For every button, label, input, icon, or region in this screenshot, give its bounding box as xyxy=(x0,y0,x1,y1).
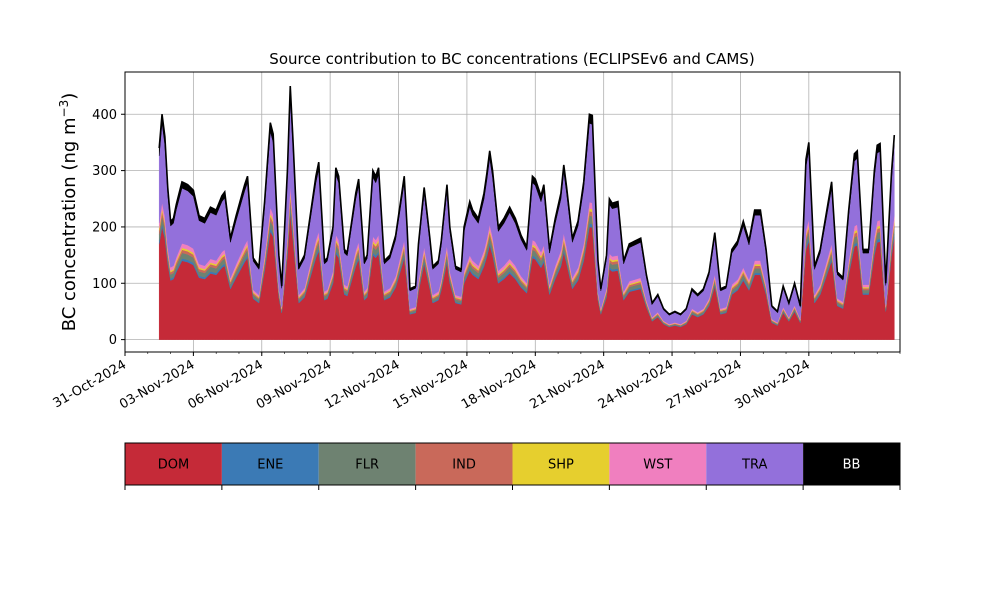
x-tick-label: 09-Nov-2024 xyxy=(254,357,334,412)
legend-swatch-dom xyxy=(125,443,222,485)
legend-swatch-wst xyxy=(609,443,707,485)
y-axis-label-exponent: −3 xyxy=(57,100,71,118)
x-tick-label: 12-Nov-2024 xyxy=(322,357,402,412)
y-tick-label: 0 xyxy=(109,333,117,348)
y-axis-label-main: BC concentration (ng m xyxy=(59,117,80,331)
x-tick-label: 30-Nov-2024 xyxy=(733,357,813,412)
y-tick-label: 200 xyxy=(92,220,117,235)
legend-label-tra: TRA xyxy=(741,458,767,473)
x-tick-label: 18-Nov-2024 xyxy=(459,357,539,412)
x-tick-label: 03-Nov-2024 xyxy=(117,357,197,412)
x-tick-label: 21-Nov-2024 xyxy=(527,357,607,412)
x-tick-label: 27-Nov-2024 xyxy=(664,357,744,412)
y-tick-label: 100 xyxy=(92,277,117,292)
x-tick-label: 31-Oct-2024 xyxy=(51,357,129,411)
legend-swatch-bb xyxy=(803,443,900,485)
legend-label-shp: SHP xyxy=(548,458,574,473)
x-tick-label: 15-Nov-2024 xyxy=(391,357,471,412)
legend-swatch-ene xyxy=(221,443,319,485)
legend-label-bb: BB xyxy=(843,458,861,473)
legend-label-ene: ENE xyxy=(257,458,283,473)
legend-swatch-shp xyxy=(512,443,610,485)
legend-label-dom: DOM xyxy=(158,458,189,473)
chart-title: Source contribution to BC concentrations… xyxy=(269,50,754,68)
x-tick-label: 06-Nov-2024 xyxy=(185,357,265,412)
legend-label-flr: FLR xyxy=(355,458,379,473)
y-tick-label: 400 xyxy=(92,108,117,123)
legend-swatch-tra xyxy=(706,443,804,485)
x-tick-label: 24-Nov-2024 xyxy=(596,357,676,412)
y-axis-label-close: ) xyxy=(59,93,80,100)
total-outline xyxy=(158,86,896,316)
legend-swatch-flr xyxy=(318,443,416,485)
color-legend: DOM ENE FLR IND SHP WST TRA BB xyxy=(124,442,901,490)
legend-swatch-ind xyxy=(415,443,513,485)
stacked-areas xyxy=(158,86,896,340)
y-tick-label: 300 xyxy=(92,164,117,179)
y-axis-label: BC concentration (ng m−3) xyxy=(57,93,80,332)
legend-label-wst: WST xyxy=(643,458,672,473)
legend-label-ind: IND xyxy=(452,458,476,473)
